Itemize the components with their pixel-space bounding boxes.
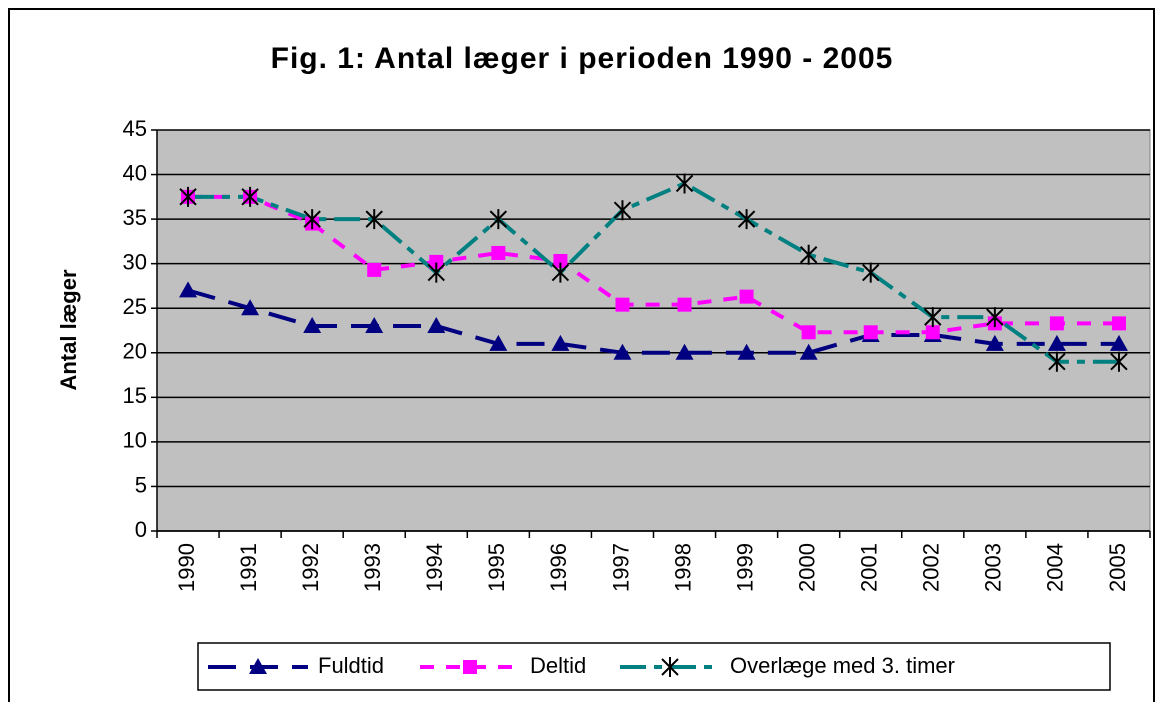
marker (675, 173, 694, 194)
marker (241, 186, 259, 207)
y-axis-label: Antal læger (56, 269, 81, 390)
marker (303, 317, 322, 334)
marker (862, 262, 880, 283)
y-tick-label: 15 (123, 383, 147, 408)
x-tick-label: 2005 (1105, 543, 1130, 592)
marker (489, 209, 508, 230)
marker (739, 289, 754, 304)
marker (613, 343, 632, 360)
y-tick-label: 40 (123, 160, 147, 185)
x-tick-label: 1994 (422, 543, 447, 592)
series-line (187, 288, 1119, 355)
marker (799, 343, 818, 360)
marker (365, 317, 384, 334)
x-tick-label: 1996 (546, 543, 571, 592)
y-tick-label: 45 (123, 116, 147, 141)
marker (1049, 316, 1064, 331)
marker (615, 297, 630, 312)
marker (1047, 334, 1066, 351)
y-tick-label: 5 (135, 472, 147, 497)
x-tick-label: 1993 (360, 543, 385, 592)
x-tick-label: 1997 (608, 543, 633, 592)
y-tick-label: 20 (123, 339, 147, 364)
x-tick-label: 1991 (236, 543, 261, 592)
marker (677, 297, 692, 312)
x-tick-label: 1995 (484, 543, 509, 592)
marker (799, 244, 818, 265)
x-tick-label: 1999 (732, 543, 757, 592)
series-line (188, 194, 1119, 335)
legend-label: Fuldtid (318, 653, 384, 678)
marker (801, 325, 816, 340)
marker (1110, 351, 1128, 372)
y-tick-label: 35 (123, 205, 147, 230)
marker (491, 245, 506, 260)
marker (303, 209, 321, 230)
marker (986, 307, 1004, 328)
marker (675, 343, 694, 360)
x-tick-label: 2004 (1043, 543, 1068, 592)
marker (427, 317, 446, 334)
marker (367, 262, 382, 277)
x-tick-label: 2001 (857, 543, 882, 592)
marker (365, 209, 383, 230)
marker (429, 254, 444, 269)
x-tick-label: 2000 (794, 543, 819, 592)
y-tick-label: 0 (135, 517, 147, 542)
y-tick-label: 30 (123, 249, 147, 274)
marker (241, 299, 260, 316)
legend-marker (463, 660, 477, 674)
legend-label: Overlæge med 3. timer (730, 653, 955, 678)
chart-title: Fig. 1: Antal læger i perioden 1990 - 20… (271, 42, 894, 75)
series-line (188, 181, 1119, 364)
marker (179, 186, 197, 207)
marker (427, 262, 445, 283)
marker (737, 209, 756, 230)
legend-label: Deltid (530, 653, 586, 678)
marker (489, 334, 508, 351)
marker (863, 325, 878, 340)
marker (179, 281, 198, 298)
x-tick-label: 1992 (298, 543, 323, 592)
marker (551, 262, 570, 283)
marker (1109, 334, 1128, 351)
legend-marker (249, 658, 267, 674)
marker (1111, 316, 1126, 331)
marker (551, 334, 570, 351)
marker (985, 334, 1004, 351)
marker (613, 200, 632, 221)
marker (553, 253, 568, 268)
x-tick-label: 1990 (174, 543, 199, 592)
y-tick-label: 25 (123, 294, 147, 319)
y-tick-label: 10 (123, 428, 147, 453)
marker (737, 343, 756, 360)
marker (925, 325, 940, 340)
marker (1048, 351, 1066, 372)
legend-marker (661, 657, 679, 677)
x-tick-label: 1998 (670, 543, 695, 592)
x-tick-label: 2003 (981, 543, 1006, 592)
x-tick-label: 2002 (919, 543, 944, 592)
marker (924, 307, 942, 328)
